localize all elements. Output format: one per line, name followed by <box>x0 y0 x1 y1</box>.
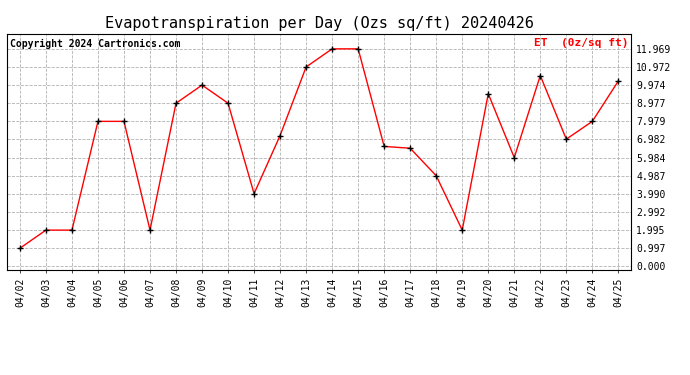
ET  (0z/sq ft) <box>562 137 571 141</box>
ET  (0z/sq ft) <box>588 119 596 124</box>
ET  (0z/sq ft) <box>328 46 336 51</box>
ET  (0z/sq ft) <box>354 46 362 51</box>
ET  (0z/sq ft) <box>94 119 102 124</box>
ET  (0z/sq ft) <box>250 191 258 196</box>
ET  (0z/sq ft) <box>432 174 440 178</box>
Title: Evapotranspiration per Day (Ozs sq/ft) 20240426: Evapotranspiration per Day (Ozs sq/ft) 2… <box>105 16 533 31</box>
ET  (0z/sq ft) <box>198 83 206 87</box>
Text: ET  (0z/sq ft): ET (0z/sq ft) <box>534 39 628 48</box>
ET  (0z/sq ft) <box>16 246 24 250</box>
Line: ET  (0z/sq ft): ET (0z/sq ft) <box>17 45 622 252</box>
ET  (0z/sq ft) <box>536 73 544 78</box>
ET  (0z/sq ft) <box>224 101 233 105</box>
ET  (0z/sq ft) <box>380 144 388 148</box>
Text: Copyright 2024 Cartronics.com: Copyright 2024 Cartronics.com <box>10 39 180 48</box>
ET  (0z/sq ft) <box>276 133 284 138</box>
ET  (0z/sq ft) <box>146 228 154 232</box>
ET  (0z/sq ft) <box>484 92 493 96</box>
ET  (0z/sq ft) <box>406 146 414 150</box>
ET  (0z/sq ft) <box>510 155 518 160</box>
ET  (0z/sq ft) <box>68 228 76 232</box>
ET  (0z/sq ft) <box>614 79 622 83</box>
ET  (0z/sq ft) <box>302 65 311 69</box>
ET  (0z/sq ft) <box>42 228 50 232</box>
ET  (0z/sq ft) <box>172 101 180 105</box>
ET  (0z/sq ft) <box>458 228 466 232</box>
ET  (0z/sq ft) <box>120 119 128 124</box>
